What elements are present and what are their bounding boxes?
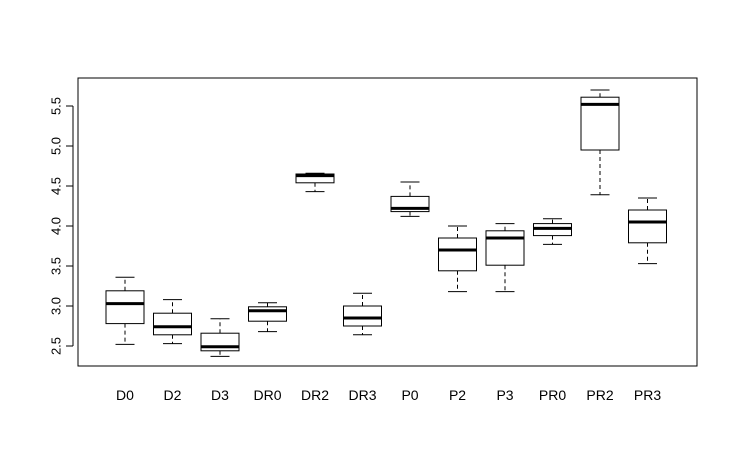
y-tick-label: 3.0 (48, 297, 63, 315)
boxes-group (105, 89, 667, 357)
x-axis: D0 D2 D3 DR0 DR2 DR3 P0 P2 P3 PR0 PR2 PR3 (116, 387, 661, 403)
box-dr3 (343, 292, 382, 336)
box-pr0 (533, 218, 572, 245)
box-d0 (105, 276, 145, 345)
x-tick-label: DR3 (348, 387, 376, 403)
x-tick-label: PR3 (634, 387, 661, 403)
box-dr0 (248, 302, 287, 333)
box-p0 (390, 181, 430, 217)
box-dr2 (295, 172, 335, 193)
box-iqr (153, 312, 192, 336)
box-pr3 (628, 197, 667, 265)
y-tick-label: 4.5 (48, 177, 63, 195)
box-iqr (295, 173, 335, 184)
box-iqr (105, 290, 145, 325)
y-tick-label: 5.0 (48, 137, 63, 155)
box-iqr (580, 96, 620, 151)
x-tick-label: DR2 (301, 387, 329, 403)
y-tick-label: 5.5 (48, 97, 63, 115)
y-axis: 2.5 3.0 3.5 4.0 4.5 5.0 5.5 (48, 97, 74, 355)
x-tick-label: D3 (211, 387, 229, 403)
x-tick-label: DR0 (253, 387, 281, 403)
x-tick-label: P3 (496, 387, 513, 403)
box-iqr (438, 237, 477, 272)
x-tick-label: PR0 (539, 387, 566, 403)
box-p2 (438, 225, 477, 293)
plot-frame (77, 77, 698, 367)
box-d3 (200, 318, 240, 357)
box-iqr (248, 306, 287, 322)
box-p3 (485, 223, 525, 293)
box-iqr (485, 230, 525, 266)
y-tick-label: 3.5 (48, 257, 63, 275)
box-pr2 (580, 89, 620, 196)
x-tick-label: P2 (449, 387, 466, 403)
x-tick-label: D2 (164, 387, 182, 403)
box-iqr (343, 305, 382, 327)
x-tick-label: PR2 (586, 387, 613, 403)
box-iqr (628, 209, 667, 244)
x-tick-label: P0 (401, 387, 418, 403)
box-d2 (153, 299, 192, 345)
y-tick-label: 4.0 (48, 217, 63, 235)
y-tick-label: 2.5 (48, 337, 63, 355)
x-tick-label: D0 (116, 387, 134, 403)
